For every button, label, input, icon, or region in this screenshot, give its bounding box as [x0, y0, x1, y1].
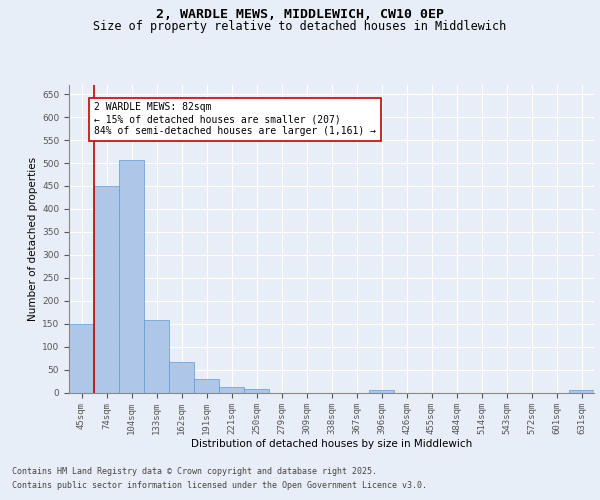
X-axis label: Distribution of detached houses by size in Middlewich: Distribution of detached houses by size … [191, 438, 472, 448]
Bar [69, 324, 94, 392]
Y-axis label: Number of detached properties: Number of detached properties [28, 156, 38, 321]
Bar [569, 390, 594, 392]
Text: Contains public sector information licensed under the Open Government Licence v3: Contains public sector information licen… [12, 481, 427, 490]
Bar [169, 362, 194, 392]
Bar [219, 386, 244, 392]
Bar [194, 378, 219, 392]
Bar [144, 320, 169, 392]
Bar [244, 389, 269, 392]
Text: 2 WARDLE MEWS: 82sqm
← 15% of detached houses are smaller (207)
84% of semi-deta: 2 WARDLE MEWS: 82sqm ← 15% of detached h… [94, 102, 376, 136]
Text: Size of property relative to detached houses in Middlewich: Size of property relative to detached ho… [94, 20, 506, 33]
Text: 2, WARDLE MEWS, MIDDLEWICH, CW10 0EP: 2, WARDLE MEWS, MIDDLEWICH, CW10 0EP [156, 8, 444, 20]
Bar [119, 160, 144, 392]
Bar [94, 186, 119, 392]
Bar [369, 390, 394, 392]
Text: Contains HM Land Registry data © Crown copyright and database right 2025.: Contains HM Land Registry data © Crown c… [12, 467, 377, 476]
